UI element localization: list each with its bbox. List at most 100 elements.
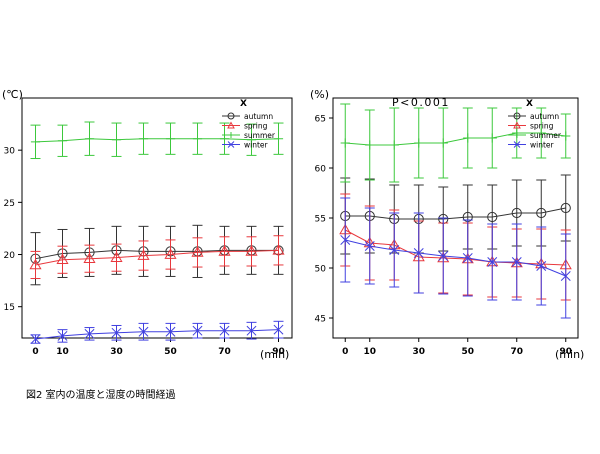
panel-1-y-tick-label: 15 — [4, 303, 15, 313]
panel-1-point-spring — [272, 244, 285, 255]
panel-1-legend-marker-winter — [227, 141, 235, 148]
panel-1-point-summer — [30, 137, 41, 147]
panel-1-point-summer — [138, 134, 149, 144]
panel-2-point-winter — [560, 271, 571, 281]
panel-1-point-spring — [137, 249, 150, 260]
panel-1-point-summer — [84, 134, 95, 144]
panel-2-legend-title: X — [526, 99, 533, 109]
panel-2-point-winter — [364, 241, 375, 251]
panel-1-y-tick-label: 30 — [4, 147, 16, 157]
panel-1-point-summer — [165, 134, 176, 144]
panel-1-x-tick-label: 70 — [218, 347, 231, 357]
panel-2-point-winter — [536, 261, 547, 271]
panel-1-legend-label-autumn: autumn — [244, 112, 273, 121]
panel-1-point-summer — [57, 136, 68, 146]
panel-1-point-spring — [56, 253, 69, 265]
panel-1-legend-marker-autumn — [227, 112, 235, 120]
panel-2-y-tick-label: 45 — [315, 315, 326, 325]
panel-2-point-summer — [561, 131, 571, 141]
panel-1-point-winter — [192, 325, 203, 336]
panel-1-point-summer — [192, 134, 203, 144]
panel-1-point-summer — [111, 135, 122, 145]
panel-1-point-summer — [219, 134, 230, 144]
panel-1-series-line-spring — [35, 249, 279, 266]
panel-1-x-tick-label: 90 — [272, 347, 285, 357]
panel-1-point-winter — [165, 326, 176, 337]
panel-2-y-axis-label: (%) — [310, 88, 329, 101]
panel-1-legend-label-spring: spring — [244, 122, 268, 131]
panel-1-legend-label-summer: summer — [244, 131, 276, 140]
panel-2-point-autumn — [560, 202, 571, 214]
panel-2-significance-annotation: P<0.001 — [392, 96, 450, 109]
panel-1-legend-marker-spring — [227, 121, 235, 129]
panel-2-legend-label-winter: winter — [530, 141, 555, 150]
panel-2-x-tick-label: 70 — [510, 347, 523, 357]
panel-1-point-winter — [111, 327, 122, 338]
panel-1-x-tick-label: 0 — [32, 347, 38, 357]
panel-2-point-summer — [463, 133, 473, 143]
panel-1-legend-title: X — [240, 99, 247, 109]
panel-2-point-winter — [438, 251, 449, 261]
panel-1-series-line-winter — [35, 329, 279, 340]
panel-2-point-winter — [340, 235, 351, 245]
panel-2-x-tick-label: 90 — [559, 347, 572, 357]
panel-1-x-axis-label: (min) — [260, 348, 289, 361]
panel-1-y-axis-label: (℃) — [2, 88, 23, 101]
panel-1-point-winter — [30, 334, 41, 344]
panel-1-x-tick-label: 10 — [56, 347, 69, 357]
panel-2-point-winter — [462, 253, 473, 263]
panel-1-point-summer — [273, 134, 284, 144]
panel-1-y-tick-label: 25 — [4, 199, 15, 209]
panel-2-point-winter — [389, 245, 400, 255]
panel-2-x-tick-label: 30 — [412, 347, 425, 357]
panel-1-point-summer — [246, 135, 257, 145]
panel-2-point-summer — [365, 140, 375, 150]
panel-2-legend-label-spring: spring — [530, 122, 554, 131]
panel-2-point-summer — [389, 140, 399, 150]
panel-1-point-winter — [84, 328, 95, 339]
panel-2-legend-marker-spring — [513, 121, 521, 129]
panel-1-point-spring — [245, 245, 258, 256]
panel-2-point-winter — [413, 248, 424, 258]
panel-2-y-tick-label: 55 — [315, 215, 326, 225]
panel-2-legend-label-autumn: autumn — [530, 112, 559, 121]
panel-2-point-summer — [340, 138, 350, 148]
panel-1-point-spring — [29, 258, 42, 270]
panel-2-x-tick-label: 10 — [363, 347, 376, 357]
panel-1-x-tick-label: 30 — [110, 347, 123, 357]
panel-2-legend-label-summer: summer — [530, 131, 562, 140]
panel-1-point-spring — [191, 246, 204, 257]
panel-1-point-spring — [164, 248, 177, 259]
panel-2-x-tick-label: 50 — [461, 347, 474, 357]
panel-1-legend-marker-summer — [228, 132, 234, 138]
panel-1-point-spring — [218, 245, 231, 256]
panel-2-point-winter — [487, 257, 498, 267]
panel-2-point-autumn — [487, 211, 498, 223]
panel-2-point-autumn — [536, 207, 547, 219]
panel-2-y-tick-label: 65 — [315, 115, 326, 125]
panel-1-point-winter — [273, 324, 284, 335]
panel-2-point-winter — [511, 257, 522, 267]
panel-2-y-tick-label: 50 — [315, 265, 327, 275]
panel-1-point-winter — [246, 325, 257, 336]
panel-2-legend-marker-winter — [513, 141, 521, 148]
panel-2-point-autumn — [511, 207, 522, 219]
panel-2-series-line-autumn — [345, 207, 566, 220]
panel-1-point-winter — [219, 325, 230, 336]
panel-1-plot-frame — [21, 97, 293, 339]
panel-2-point-summer — [536, 128, 546, 138]
panel-2-point-summer — [438, 138, 448, 148]
panel-1-point-winter — [57, 330, 68, 341]
panel-2-x-tick-label: 0 — [342, 347, 348, 357]
panel-2-point-summer — [487, 133, 497, 143]
panel-1-point-spring — [83, 252, 96, 263]
panel-2-y-tick-label: 60 — [315, 165, 327, 175]
panel-2-point-summer — [414, 138, 424, 148]
panel-1-point-spring — [110, 251, 123, 262]
panel-1-x-tick-label: 50 — [164, 347, 177, 357]
panel-2-legend-marker-autumn — [513, 112, 521, 120]
panel-1-y-tick-label: 20 — [4, 251, 16, 261]
panel-1-series-line-autumn — [35, 249, 279, 260]
